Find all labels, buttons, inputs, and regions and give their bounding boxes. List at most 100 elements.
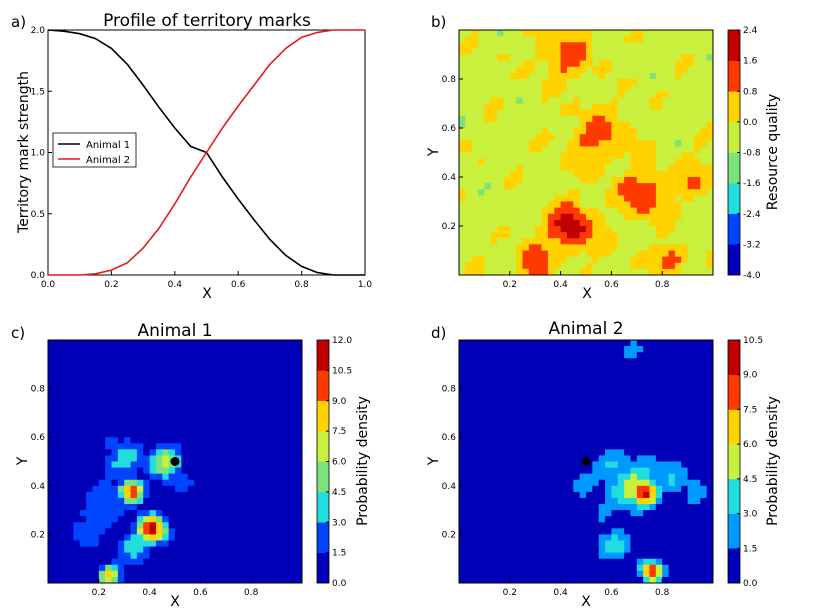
heat-cell (649, 97, 657, 104)
heat-cell (194, 370, 201, 377)
heat-cell (681, 85, 688, 92)
heat-cell (681, 485, 688, 493)
heat-cell (636, 564, 644, 572)
heat-cell (478, 238, 485, 245)
heat-cell (528, 455, 536, 462)
heat-cell (79, 534, 87, 541)
heat-cell (586, 48, 593, 55)
heat-cell (497, 109, 504, 117)
heat-cell (617, 358, 625, 365)
heat-cell (522, 358, 530, 365)
heat-cell (528, 449, 536, 456)
heat-cell (566, 91, 574, 98)
heat-cell (649, 418, 657, 426)
heat-cell (490, 36, 498, 43)
heat-cell (655, 358, 663, 365)
heat-cell (175, 534, 182, 541)
heat-cell (54, 497, 62, 505)
heat-cell (79, 376, 87, 383)
heat-cell (200, 564, 208, 572)
heat-cell (105, 437, 112, 444)
heat-cell (674, 128, 682, 135)
heat-cell (143, 467, 150, 475)
heat-cell (162, 340, 170, 347)
heat-cell (649, 238, 657, 245)
heat-cell (643, 134, 650, 141)
heat-cell (79, 388, 87, 396)
heat-cell (270, 528, 277, 535)
heat-cell (662, 400, 669, 408)
heat-cell (687, 388, 695, 396)
heat-cell (478, 516, 485, 523)
heat-cell (117, 504, 125, 511)
heat-cell (700, 66, 708, 74)
heat-cell (668, 461, 676, 468)
heat-cell (535, 516, 542, 523)
heat-cell (566, 262, 574, 270)
heat-cell (643, 558, 650, 566)
heat-cell (79, 425, 87, 432)
heat-cell (605, 346, 612, 353)
heat-cell (194, 443, 201, 450)
heat-cell (490, 449, 498, 456)
heat-cell (592, 109, 600, 117)
heat-cell (67, 437, 74, 444)
heat-cell (706, 140, 714, 147)
heat-cell (700, 552, 708, 560)
heat-cell (566, 437, 574, 444)
heat-cell (244, 570, 252, 578)
heat-cell (238, 412, 246, 420)
heat-cell (528, 418, 536, 426)
heat-cell (232, 570, 239, 578)
heat-cell (60, 352, 68, 359)
heat-cell (624, 146, 631, 153)
heat-cell (541, 394, 549, 402)
heat-cell (471, 558, 479, 566)
heat-cell (605, 134, 612, 141)
heat-cell (643, 425, 650, 432)
heat-cell (244, 406, 252, 414)
heat-cell (522, 497, 530, 505)
heat-cell (522, 134, 530, 141)
heat-cell (238, 437, 246, 444)
heat-cell (471, 115, 479, 123)
heat-cell (700, 128, 708, 135)
heat-cell (117, 558, 125, 566)
heat-cell (687, 540, 695, 547)
heat-cell (459, 564, 466, 572)
heat-cell (244, 394, 252, 402)
heat-cell (98, 437, 106, 444)
heat-cell (522, 370, 530, 377)
heat-cell (251, 516, 258, 523)
heat-cell (149, 473, 157, 481)
heat-cell (649, 570, 657, 578)
heat-cell (630, 364, 638, 371)
heat-cell (238, 388, 246, 396)
heat-cell (194, 358, 201, 365)
heat-cell (263, 358, 271, 365)
heat-cell (276, 382, 284, 389)
heat-cell (54, 388, 62, 396)
heat-cell (105, 425, 112, 432)
heat-cell (560, 522, 568, 529)
heat-cell (168, 552, 176, 560)
heat-cell (509, 91, 517, 98)
heat-cell (295, 388, 303, 396)
heat-cell (605, 358, 612, 365)
heat-cell (560, 195, 568, 202)
heat-cell (238, 394, 246, 402)
heat-cell (528, 140, 536, 147)
heat-cell (573, 346, 581, 353)
heat-cell (289, 388, 297, 396)
heat-cell (162, 443, 170, 450)
heat-cell (528, 30, 536, 37)
heat-cell (522, 473, 530, 481)
heat-cell (168, 418, 176, 426)
heat-cell (522, 504, 530, 511)
heat-cell (295, 449, 303, 456)
heat-cell (459, 485, 466, 493)
heat-cell (624, 232, 631, 239)
heat-cell (244, 576, 252, 584)
xtick-label: 0.2 (503, 280, 517, 290)
heat-cell (98, 546, 106, 554)
